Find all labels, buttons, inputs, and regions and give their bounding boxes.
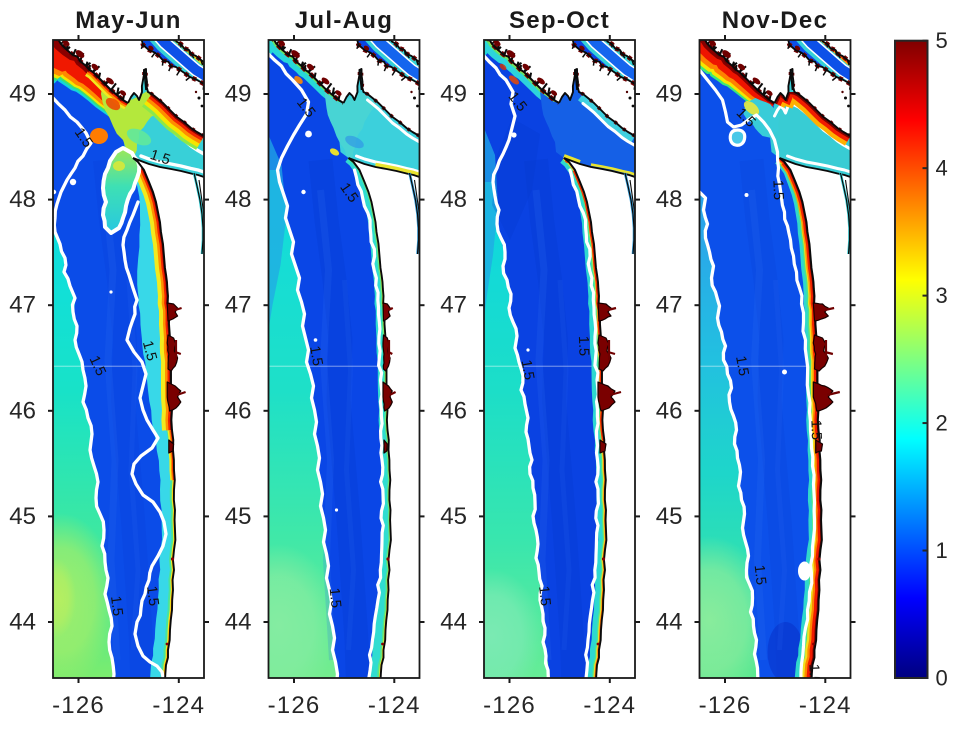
svg-text:1.5: 1.5 xyxy=(143,585,161,607)
svg-text:49: 49 xyxy=(440,81,467,108)
svg-text:-124: -124 xyxy=(583,692,636,719)
svg-text:47: 47 xyxy=(656,292,683,319)
svg-text:1.5: 1.5 xyxy=(769,180,786,201)
svg-text:48: 48 xyxy=(225,186,252,213)
svg-text:May-Jun: May-Jun xyxy=(75,7,181,34)
svg-text:-126: -126 xyxy=(268,692,321,719)
svg-text:46: 46 xyxy=(225,397,252,424)
svg-text:-126: -126 xyxy=(483,692,536,719)
svg-text:3: 3 xyxy=(936,283,948,308)
svg-text:1.5: 1.5 xyxy=(575,336,592,357)
svg-text:-124: -124 xyxy=(799,692,852,719)
svg-text:44: 44 xyxy=(9,609,36,636)
svg-text:45: 45 xyxy=(9,503,36,530)
svg-text:44: 44 xyxy=(656,609,683,636)
svg-text:-126: -126 xyxy=(52,692,105,719)
svg-text:-124: -124 xyxy=(368,692,421,719)
svg-text:1.5: 1.5 xyxy=(807,420,824,441)
svg-text:47: 47 xyxy=(225,292,252,319)
svg-text:5: 5 xyxy=(936,28,948,53)
svg-text:45: 45 xyxy=(656,503,683,530)
svg-text:44: 44 xyxy=(225,609,252,636)
svg-text:45: 45 xyxy=(225,503,252,530)
svg-text:47: 47 xyxy=(9,292,36,319)
svg-text:48: 48 xyxy=(9,186,36,213)
svg-text:-124: -124 xyxy=(152,692,205,719)
svg-text:46: 46 xyxy=(656,397,683,424)
svg-text:Jul-Aug: Jul-Aug xyxy=(295,7,393,34)
svg-text:1.5: 1.5 xyxy=(535,585,553,607)
svg-text:1.5: 1.5 xyxy=(326,587,344,609)
svg-text:Sep-Oct: Sep-Oct xyxy=(509,7,610,34)
svg-text:46: 46 xyxy=(9,397,36,424)
svg-text:4: 4 xyxy=(936,156,948,181)
svg-text:49: 49 xyxy=(9,81,36,108)
svg-text:45: 45 xyxy=(440,503,467,530)
svg-text:48: 48 xyxy=(656,186,683,213)
svg-text:49: 49 xyxy=(225,81,252,108)
svg-text:-126: -126 xyxy=(699,692,752,719)
svg-text:2: 2 xyxy=(936,411,948,436)
svg-text:0: 0 xyxy=(936,666,948,691)
svg-text:1.5: 1.5 xyxy=(751,564,769,586)
svg-text:48: 48 xyxy=(440,186,467,213)
svg-text:47: 47 xyxy=(440,292,467,319)
svg-text:Nov-Dec: Nov-Dec xyxy=(722,7,828,34)
svg-text:44: 44 xyxy=(440,609,467,636)
svg-text:1.5: 1.5 xyxy=(107,595,125,617)
svg-text:1: 1 xyxy=(936,538,948,563)
svg-text:49: 49 xyxy=(656,81,683,108)
svg-text:46: 46 xyxy=(440,397,467,424)
